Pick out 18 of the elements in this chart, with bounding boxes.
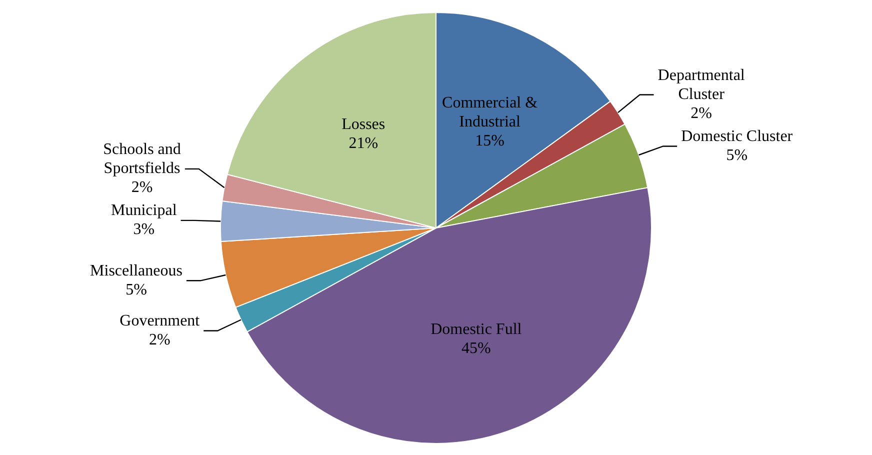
data-label: 2% xyxy=(131,179,153,196)
slice-label: Schools and Sportsfields xyxy=(103,141,181,178)
data-label: 15% xyxy=(475,132,504,150)
data-label: 45% xyxy=(461,340,491,358)
slice-label: Miscellaneous xyxy=(90,262,182,280)
slice-label: Departmental Cluster xyxy=(658,66,746,103)
slice-label: Commercial & Industrial xyxy=(442,94,538,131)
data-label: 5% xyxy=(726,146,748,164)
slice-label: Losses xyxy=(342,116,386,134)
slice-label: Domestic Full xyxy=(430,321,522,338)
data-label: 2% xyxy=(690,104,712,122)
data-label: 21% xyxy=(348,135,378,152)
slice-label: Municipal xyxy=(110,202,178,220)
data-label: 5% xyxy=(126,281,147,298)
slice-label: Domestic Cluster xyxy=(681,128,794,145)
data-label: 2% xyxy=(148,331,170,348)
data-label: 3% xyxy=(133,221,155,238)
slice-label: Government xyxy=(120,312,200,330)
